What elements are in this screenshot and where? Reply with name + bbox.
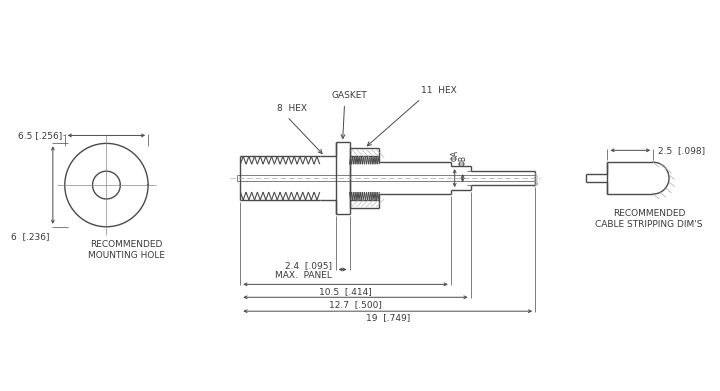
Text: 2.4  [.095]: 2.4 [.095] [284,261,332,270]
Text: 12.7  [.500]: 12.7 [.500] [329,300,382,309]
Text: 8  HEX: 8 HEX [277,104,307,113]
Text: 11  HEX: 11 HEX [421,86,456,95]
Text: ΦB: ΦB [458,155,467,166]
Text: MAX.  PANEL: MAX. PANEL [275,271,332,280]
Text: CABLE STRIPPING DIM'S: CABLE STRIPPING DIM'S [595,220,703,229]
Text: MOUNTING HOLE: MOUNTING HOLE [88,251,165,260]
Text: RECOMMENDED: RECOMMENDED [613,209,685,218]
Text: 2.5  [.098]: 2.5 [.098] [658,146,705,155]
Text: 19  [.749]: 19 [.749] [366,314,410,323]
Text: GASKET: GASKET [332,91,367,100]
Text: 6  [.236]: 6 [.236] [12,232,50,241]
Text: 10.5  [.414]: 10.5 [.414] [319,287,372,296]
Text: 6.5 [.256]: 6.5 [.256] [17,131,62,140]
Text: ΦA: ΦA [450,150,459,161]
Text: RECOMMENDED: RECOMMENDED [90,240,163,249]
